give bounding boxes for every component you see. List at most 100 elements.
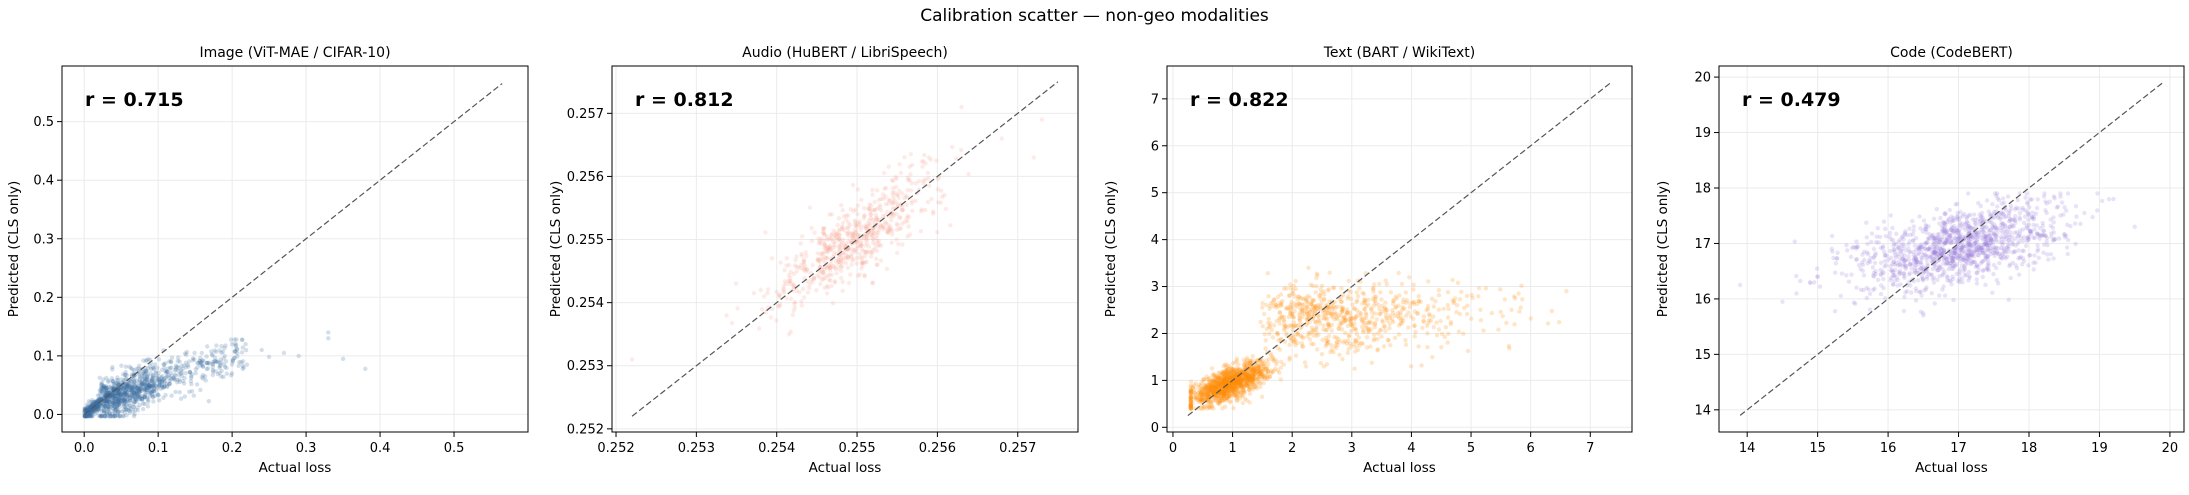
- scatter-point: [1215, 380, 1220, 385]
- scatter-point: [1944, 228, 1950, 233]
- scatter-point: [1208, 380, 1214, 385]
- scatter-point: [128, 387, 133, 393]
- scatter-point: [1994, 193, 1999, 198]
- scatter-point: [1211, 372, 1217, 377]
- scatter-point: [1213, 383, 1218, 388]
- scatter-point: [1922, 288, 1927, 293]
- chart-panel-2: 0.252 0.253 0.254 0.255 0.256 0.2570.2520.253…: [548, 45, 1079, 476]
- scatter-point: [105, 390, 111, 395]
- scatter-point: [161, 385, 166, 390]
- scatter-point: [1287, 311, 1293, 316]
- scatter-point: [2058, 194, 2063, 199]
- scatter-point: [2002, 254, 2007, 259]
- scatter-point: [193, 371, 198, 376]
- scatter-point: [86, 409, 92, 414]
- scatter-point: [1281, 322, 1287, 328]
- scatter-point: [125, 380, 131, 385]
- scatter-point: [162, 380, 167, 385]
- scatter-point: [103, 414, 108, 419]
- scatter-point: [1330, 306, 1336, 311]
- scatter-point: [2073, 204, 2079, 209]
- scatter-point: [1412, 309, 1418, 314]
- scatter-point: [1483, 286, 1489, 291]
- scatter-point: [1303, 296, 1308, 301]
- scatter-point: [159, 379, 165, 384]
- scatter-point: [1958, 247, 1963, 253]
- scatter-point: [156, 370, 161, 375]
- scatter-point: [1315, 306, 1320, 312]
- scatter-point: [826, 236, 832, 242]
- scatter-point: [150, 384, 155, 389]
- scatter-point: [1207, 404, 1212, 410]
- scatter-point: [183, 371, 188, 376]
- scatter-point: [1372, 294, 1377, 299]
- scatter-point: [1250, 369, 1256, 375]
- scatter-point: [2012, 249, 2018, 255]
- scatter-point: [1845, 248, 1850, 253]
- scatter-point: [151, 373, 156, 378]
- scatter-point: [180, 366, 185, 372]
- scatter-point: [112, 414, 118, 419]
- scatter-point: [127, 395, 133, 401]
- scatter-point: [1959, 246, 1964, 251]
- scatter-point: [1272, 297, 1277, 302]
- scatter-point: [129, 387, 134, 392]
- scatter-point: [1355, 347, 1361, 353]
- scatter-point: [866, 244, 872, 249]
- scatter-point: [1188, 388, 1194, 393]
- scatter-point: [1974, 245, 1980, 250]
- scatter-point: [1384, 307, 1390, 313]
- scatter-point: [86, 406, 91, 411]
- scatter-point: [1259, 374, 1265, 380]
- scatter-point: [814, 288, 819, 293]
- scatter-point: [109, 379, 115, 384]
- scatter-point: [2043, 208, 2048, 213]
- scatter-point: [1358, 311, 1364, 316]
- scatter-point: [1188, 398, 1194, 403]
- scatter-point: [1976, 268, 1981, 273]
- scatter-point: [1213, 380, 1218, 385]
- scatter-point: [1362, 306, 1367, 312]
- scatter-point: [863, 243, 868, 248]
- scatter-point: [1211, 390, 1216, 395]
- scatter-point: [2035, 231, 2040, 236]
- scatter-point: [819, 277, 825, 282]
- scatter-point: [1968, 225, 1974, 231]
- scatter-point: [1913, 270, 1919, 275]
- scatter-point: [144, 380, 150, 386]
- scatter-point: [340, 356, 346, 361]
- scatter-point: [121, 401, 126, 406]
- scatter-point: [2013, 214, 2018, 219]
- scatter-point: [1297, 295, 1302, 300]
- scatter-point: [2006, 219, 2012, 224]
- scatter-point: [1272, 357, 1277, 362]
- scatter-point: [1349, 328, 1354, 334]
- scatter-point: [1919, 250, 1924, 255]
- scatter-point: [1188, 388, 1194, 393]
- scatter-point: [1929, 291, 1935, 296]
- scatter-point: [2033, 260, 2038, 265]
- scatter-point: [1212, 393, 1217, 398]
- scatter-point: [1556, 320, 1562, 325]
- scatter-point: [827, 277, 832, 282]
- scatter-point: [890, 190, 895, 195]
- scatter-point: [1506, 343, 1512, 349]
- scatter-point: [185, 362, 190, 368]
- scatter-point: [840, 279, 845, 285]
- scatter-point: [2020, 238, 2026, 244]
- scatter-point: [878, 224, 883, 229]
- scatter-point: [1977, 244, 1982, 249]
- scatter-point: [90, 409, 95, 415]
- scatter-point: [217, 361, 222, 366]
- scatter-point: [1934, 268, 1940, 273]
- scatter-point: [197, 358, 202, 364]
- scatter-point: [1364, 303, 1369, 309]
- scatter-point: [1221, 372, 1227, 377]
- scatter-point: [1958, 236, 1964, 241]
- scatter-point: [1291, 320, 1297, 325]
- scatter-point: [107, 406, 112, 412]
- scatter-point: [152, 379, 157, 384]
- scatter-point: [105, 387, 110, 392]
- scatter-point: [1269, 301, 1274, 306]
- scatter-point: [1345, 323, 1351, 329]
